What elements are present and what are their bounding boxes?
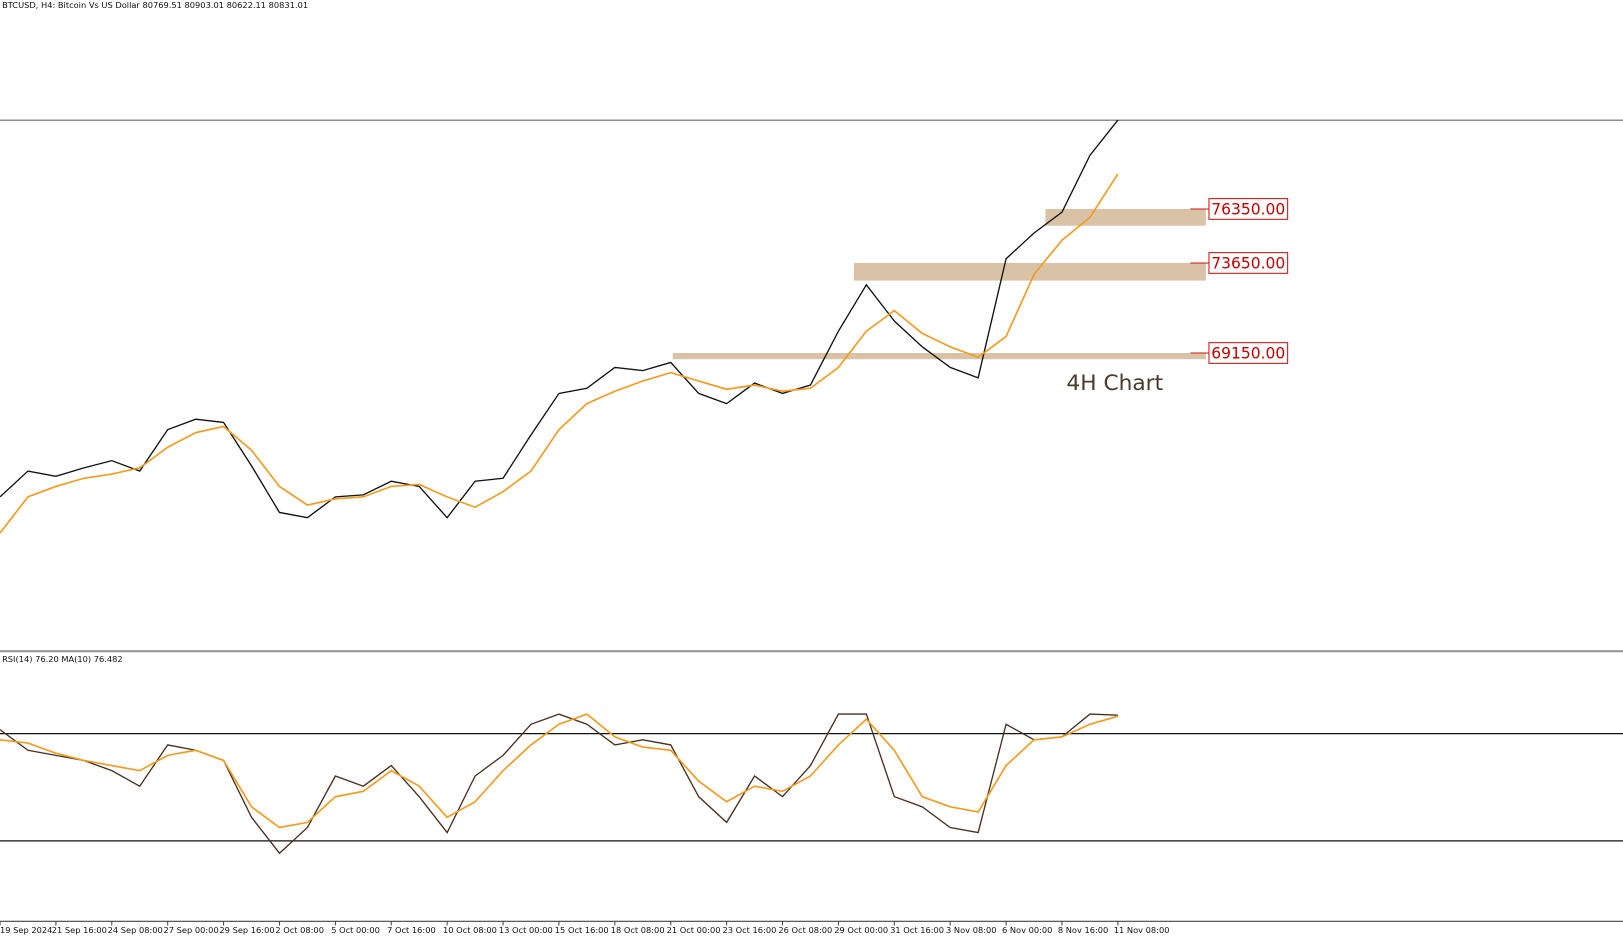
x-tick-label: 26 Oct 08:00 <box>778 925 832 935</box>
zone-label: 76350.00 <box>1211 201 1285 219</box>
x-tick-label: 6 Nov 00:00 <box>1002 925 1052 935</box>
zone-label-box <box>1208 342 1289 364</box>
x-tick-label: 7 Oct 16:00 <box>387 925 436 935</box>
x-tick-label: 21 Sep 16:00 <box>52 925 107 935</box>
rsi-line <box>0 713 1119 829</box>
x-tick-label: 24 Sep 08:00 <box>108 925 163 935</box>
x-tick-label: 13 Oct 00:00 <box>499 925 553 935</box>
zone <box>1045 208 1206 226</box>
rsi-line <box>0 713 1118 855</box>
x-tick-label: 2 Oct 08:00 <box>275 925 324 935</box>
zone-label-box <box>1208 198 1289 220</box>
x-tick-label: 10 Oct 08:00 <box>443 925 497 935</box>
x-tick-label: 5 Oct 00:00 <box>331 925 380 935</box>
x-tick-label: 3 Nov 08:00 <box>946 925 996 935</box>
price-line <box>0 119 1119 519</box>
zone <box>853 262 1206 281</box>
x-tick-label: 29 Sep 16:00 <box>219 925 274 935</box>
x-tick-label: 21 Oct 00:00 <box>667 925 721 935</box>
x-tick-label: 11 Nov 08:00 <box>1114 925 1170 935</box>
x-tick-label: 18 Oct 08:00 <box>611 925 665 935</box>
x-tick-label: 15 Oct 16:00 <box>555 925 609 935</box>
x-tick-label: 27 Sep 00:00 <box>164 925 219 935</box>
zone-label-box <box>1208 252 1289 274</box>
x-tick-label: 8 Nov 16:00 <box>1058 925 1108 935</box>
x-tick-label: 23 Oct 16:00 <box>722 925 776 935</box>
x-tick-label: 31 Oct 16:00 <box>890 925 944 935</box>
zone-label: 69150.00 <box>1211 345 1285 363</box>
zone <box>672 353 1206 360</box>
chart-header: BTCUSD, H4: Bitcoin Vs US Dollar 80769.5… <box>2 0 308 10</box>
rsi-header: RSI(14) 76.20 MA(10) 76.482 <box>2 654 123 664</box>
x-tick-label: 29 Oct 00:00 <box>834 925 888 935</box>
x-tick-label: 19 Sep 2024 <box>0 925 52 935</box>
price-line <box>0 173 1119 534</box>
chart-annotation: 4H Chart <box>1066 371 1163 396</box>
zone-label: 73650.00 <box>1211 255 1285 273</box>
